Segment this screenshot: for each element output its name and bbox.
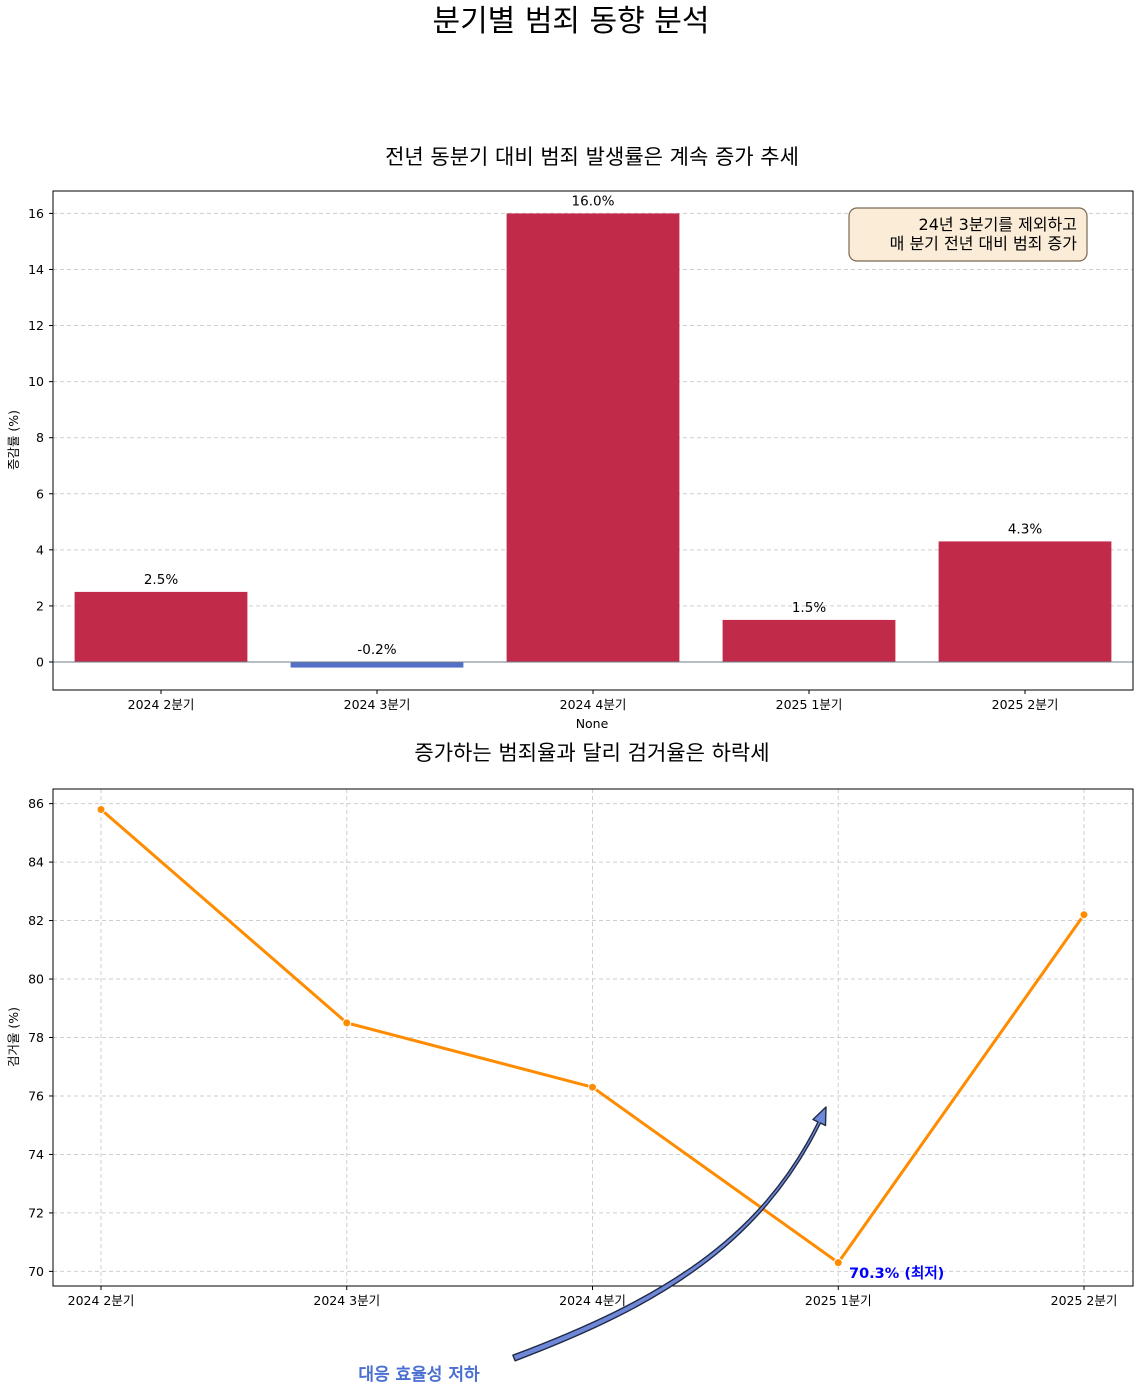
bar bbox=[75, 592, 248, 662]
line-ytick-label: 76 bbox=[28, 1088, 44, 1103]
line-ytick-label: 80 bbox=[28, 972, 44, 987]
bar-ytick-label: 6 bbox=[36, 486, 44, 501]
bar bbox=[507, 213, 680, 662]
bar-data-label: 16.0% bbox=[572, 193, 615, 209]
bar-ytick-label: 4 bbox=[36, 542, 44, 557]
line-ytick-label: 84 bbox=[28, 855, 44, 870]
annotation-line-1: 24년 3분기를 제외하고 bbox=[919, 215, 1077, 234]
line-ytick-label: 86 bbox=[28, 796, 44, 811]
bar-xtick-label: 2025 2분기 bbox=[992, 697, 1059, 712]
line-xtick-label: 2025 1분기 bbox=[805, 1293, 872, 1308]
line-ytick-label: 78 bbox=[28, 1030, 44, 1045]
line-point bbox=[97, 805, 105, 813]
bar-data-label: 2.5% bbox=[144, 572, 178, 588]
line-xtick-label: 2024 4분기 bbox=[559, 1293, 626, 1308]
line-ytick-label: 70 bbox=[28, 1264, 44, 1279]
line-point bbox=[1080, 911, 1088, 919]
bar-ytick-label: 12 bbox=[28, 318, 44, 333]
line-chart-y-axis-label: 검거율 (%) bbox=[6, 1007, 21, 1067]
line-chart-x-ticks: 2024 2분기 2024 3분기 2024 4분기 2025 1분기 2025 2분기 bbox=[68, 1286, 1118, 1308]
bar-chart-y-ticks: 0 2 4 6 8 10 12 14 16 bbox=[28, 206, 53, 670]
line-point bbox=[834, 1259, 842, 1267]
line-ytick-label: 82 bbox=[28, 913, 44, 928]
bar-data-label: 4.3% bbox=[1008, 521, 1042, 537]
line-xtick-label: 2025 2분기 bbox=[1051, 1293, 1118, 1308]
annotation-line-2: 매 분기 전년 대비 범죄 증가 bbox=[890, 234, 1078, 253]
bar-ytick-label: 0 bbox=[36, 654, 44, 669]
bar-ytick-label: 14 bbox=[28, 262, 44, 277]
bar bbox=[939, 541, 1112, 662]
line-chart-arrow-label: 대응 효율성 저하 bbox=[358, 1365, 480, 1385]
bar-chart-bars bbox=[53, 213, 1133, 667]
line-ytick-label: 74 bbox=[28, 1147, 44, 1162]
bar-chart-annotation: 24년 3분기를 제외하고 매 분기 전년 대비 범죄 증가 bbox=[849, 208, 1087, 261]
figure-suptitle: 분기별 범죄 동향 분석 bbox=[432, 4, 709, 39]
line-chart-gridlines bbox=[53, 789, 1133, 1286]
line-point bbox=[343, 1019, 351, 1027]
bar-ytick-label: 16 bbox=[28, 206, 44, 221]
line-chart-min-label: 70.3% (최저) bbox=[849, 1264, 944, 1282]
bar-ytick-label: 10 bbox=[28, 374, 44, 389]
bar-chart-x-axis-label: None bbox=[576, 716, 609, 731]
bar bbox=[723, 620, 896, 662]
line-point bbox=[589, 1083, 597, 1091]
line-xtick-label: 2024 3분기 bbox=[313, 1293, 380, 1308]
line-chart-title: 증가하는 범죄율과 달리 검거율은 하락세 bbox=[414, 741, 769, 765]
line-chart-y-ticks: 70 72 74 76 78 80 82 84 86 bbox=[28, 796, 53, 1279]
line-chart-panel: 증가하는 범죄율과 달리 검거율은 하락세 70 72 74 76 78 80 82 84 86… bbox=[6, 741, 1133, 1385]
bar-data-label: 1.5% bbox=[792, 600, 826, 616]
bar-data-label: -0.2% bbox=[357, 642, 396, 658]
curved-arrow-icon bbox=[513, 1107, 826, 1361]
bar-ytick-label: 2 bbox=[36, 598, 44, 613]
bar bbox=[291, 662, 464, 668]
bar-chart-y-axis-label: 증감률 (%) bbox=[6, 410, 21, 470]
line-ytick-label: 72 bbox=[28, 1205, 44, 1220]
bar-ytick-label: 8 bbox=[36, 430, 44, 445]
bar-chart-x-ticks: 2024 2분기 2024 3분기 2024 4분기 2025 1분기 2025 2분기 bbox=[128, 690, 1059, 712]
bar-xtick-label: 2024 2분기 bbox=[128, 697, 195, 712]
bar-xtick-label: 2024 3분기 bbox=[344, 697, 411, 712]
bar-chart-panel: 전년 동분기 대비 범죄 발생률은 계속 증가 추세 2.5% -0.2% 16.0… bbox=[6, 145, 1133, 731]
bar-chart-title: 전년 동분기 대비 범죄 발생률은 계속 증가 추세 bbox=[385, 145, 799, 169]
bar-xtick-label: 2024 4분기 bbox=[560, 697, 627, 712]
bar-xtick-label: 2025 1분기 bbox=[776, 697, 843, 712]
line-xtick-label: 2024 2분기 bbox=[68, 1293, 135, 1308]
